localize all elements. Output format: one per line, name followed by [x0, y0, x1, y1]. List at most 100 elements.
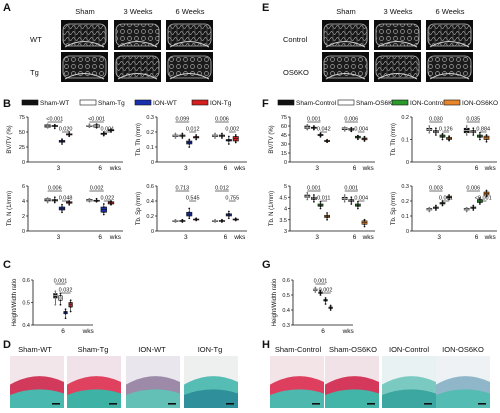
x-tick-label: 3	[437, 165, 441, 172]
data-point	[465, 209, 468, 211]
data-point	[448, 197, 450, 199]
p-value-label: 0.003	[429, 186, 443, 192]
data-point	[326, 214, 328, 217]
microct-bone	[375, 55, 420, 79]
data-point	[61, 209, 63, 211]
data-point	[343, 198, 346, 201]
data-point	[485, 138, 488, 141]
data-point	[68, 132, 71, 135]
y-tick-label: 0.1	[146, 145, 154, 151]
box-plot	[324, 212, 330, 221]
chart-B-tbsp: 0 0.2 0.4 0.6 Tb. Sp (mm) 3 6 wks 0.713 0.545 0.01…	[136, 184, 247, 241]
histology-bone	[126, 389, 180, 408]
data-point	[64, 317, 67, 320]
chart-F-bvtv: 0 15 30 45 60 75 BV/TV (%) 3 6 wks 0.001 0.042 0.006…	[269, 115, 375, 172]
data-point	[319, 291, 322, 293]
data-point	[234, 140, 237, 142]
data-point	[95, 123, 98, 126]
box-plot	[361, 218, 368, 228]
y-axis-label: Tb. Sp (mm)	[391, 192, 397, 225]
data-point	[174, 135, 177, 138]
p-value-label: 0.001	[307, 117, 321, 123]
data-point	[61, 143, 63, 145]
box-plot	[107, 128, 115, 133]
data-point	[314, 289, 317, 292]
data-point	[188, 217, 191, 220]
panel-d-histology	[10, 356, 238, 408]
data-point	[465, 125, 468, 127]
p-value-label: 0.012	[186, 127, 200, 133]
legend-label: Sham-Control	[296, 100, 337, 107]
box-plot	[311, 194, 317, 203]
data-point	[435, 204, 437, 207]
box-plot	[218, 132, 225, 139]
histology-caption: ION-Tg	[198, 345, 223, 354]
p-value-label: 0.035	[466, 117, 480, 123]
data-point	[95, 126, 98, 129]
data-point	[69, 310, 72, 313]
data-point	[195, 134, 198, 136]
data-point	[313, 194, 315, 196]
microct-bone	[115, 23, 160, 47]
data-point	[227, 212, 230, 215]
data-point	[329, 307, 332, 310]
data-point	[313, 125, 315, 127]
box-plot	[477, 131, 483, 141]
p-value-label: 0.004	[354, 127, 368, 133]
chart-B-tbn: 0 2 4 6 Tb. N (1/mm) 3 6 wks 0.006 0.048 0.002 0.02…	[7, 184, 123, 241]
data-point	[319, 207, 322, 210]
microct-cortex	[117, 41, 158, 48]
y-tick-label: 0	[151, 160, 154, 166]
data-point	[472, 127, 475, 130]
x-tick-label: 6	[475, 165, 479, 172]
data-point	[46, 200, 49, 202]
y-tick-label: 0.1	[401, 138, 409, 144]
data-point	[435, 209, 437, 211]
data-point	[465, 210, 468, 213]
p-value-label: 0.001	[307, 186, 321, 192]
box-plot	[58, 138, 66, 145]
data-point	[350, 196, 353, 199]
data-point	[69, 299, 72, 302]
data-point	[188, 207, 191, 210]
chart-F-tbsp: 0 0.1 0.2 0.3 Tb. Sp (mm) 3 6 wks 0.003 0.081 0.00…	[391, 184, 497, 241]
y-tick-label: 75	[281, 115, 287, 121]
data-point	[485, 191, 488, 193]
data-point	[53, 200, 56, 202]
data-point	[64, 310, 67, 313]
data-point	[357, 203, 359, 205]
row-label-wt: WT	[30, 35, 42, 44]
box-plot	[439, 200, 446, 207]
data-point	[221, 132, 223, 135]
data-point	[435, 207, 437, 210]
p-value-label: 0.011	[317, 196, 330, 202]
data-point	[188, 211, 191, 214]
histology-caption: Sham-OS6KO	[329, 345, 377, 354]
x-tick-label: 3	[184, 165, 188, 172]
box-plot	[439, 132, 446, 141]
box-plot	[193, 134, 200, 141]
x-unit-label: wks	[484, 234, 497, 241]
data-point	[350, 129, 353, 132]
data-point	[214, 135, 216, 138]
data-point	[465, 127, 468, 130]
data-point	[102, 213, 105, 216]
data-point	[95, 199, 98, 202]
x-unit-label: wks	[484, 165, 497, 172]
scale-bar	[226, 403, 234, 405]
col-header-3wk: 3 Weeks	[123, 7, 152, 16]
data-point	[214, 132, 216, 135]
y-tick-label: 4.5	[279, 195, 287, 201]
p-value-label: <0.001	[475, 196, 492, 202]
data-point	[350, 126, 353, 129]
microct-bone	[115, 55, 160, 79]
microct-image	[61, 52, 108, 82]
microct-bone	[167, 55, 212, 79]
x-tick-label: 3	[57, 234, 61, 241]
y-tick-label: 0.5	[22, 301, 30, 307]
data-point	[441, 204, 444, 207]
legend-label: ION-WT	[153, 100, 177, 107]
data-point	[181, 134, 184, 136]
data-point	[479, 134, 481, 136]
